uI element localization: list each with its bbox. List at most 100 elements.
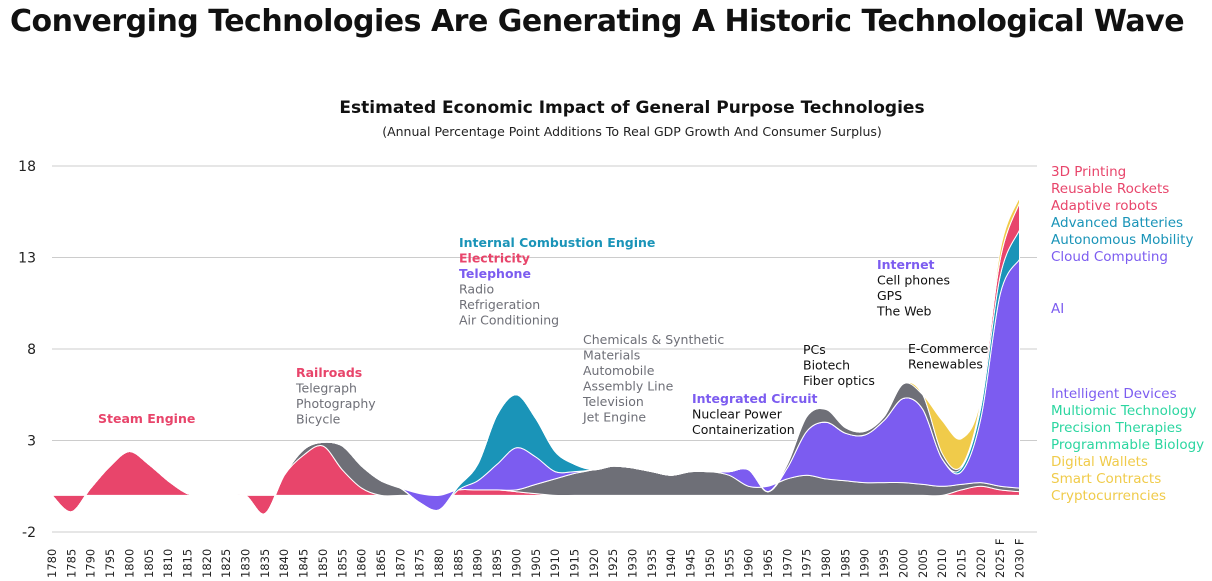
y-tick-label: 18	[18, 159, 36, 175]
annotation-label: Radio	[459, 282, 494, 297]
x-tick-label: 1855	[335, 549, 349, 578]
annotation-label: Chemicals & Synthetic	[583, 332, 724, 347]
x-tick-label: 1895	[490, 549, 504, 578]
x-tick-label: 1865	[374, 549, 388, 578]
x-tick-label: 1850	[316, 549, 330, 578]
x-tick-label: 1975	[800, 549, 814, 578]
y-tick-label: 3	[27, 434, 36, 450]
x-tick-label: 1950	[703, 549, 717, 578]
x-tick-label: 1790	[84, 549, 98, 578]
annotation-label: Containerization	[692, 422, 795, 437]
x-tick-label: 1980	[819, 549, 833, 578]
annotation-label: Telegraph	[295, 381, 357, 396]
x-tick-label: 1870	[393, 549, 407, 578]
legend-item: Cloud Computing	[1051, 249, 1168, 265]
annotation-label: Jet Engine	[582, 410, 646, 425]
x-tick-label: 1810	[161, 549, 175, 578]
chart-title: Estimated Economic Impact of General Pur…	[339, 98, 924, 118]
annotation-label: Integrated Circuit	[692, 391, 818, 406]
x-tick-label: 1995	[877, 549, 891, 578]
x-tick-label: 1860	[355, 549, 369, 578]
x-tick-label: 2010	[935, 549, 949, 578]
x-tick-label: 1830	[239, 549, 253, 578]
y-axis: 18 13 8 3 -2	[18, 159, 36, 541]
legend-item: Multiomic Technology	[1051, 403, 1197, 419]
annotation-label: Assembly Line	[583, 379, 674, 394]
era-annotations: Steam Engine RailroadsTelegraphPhotograph…	[98, 235, 989, 437]
annotation-label: Cell phones	[877, 273, 950, 288]
x-tick-label: 2015	[954, 549, 968, 578]
annotation-label: Internal Combustion Engine	[459, 235, 655, 250]
annotation-label: Television	[582, 394, 644, 409]
x-tick-label: 1940	[664, 549, 678, 578]
x-tick-label: 1930	[626, 549, 640, 578]
legend-item: 3D Printing	[1051, 164, 1126, 180]
x-tick-label: 1840	[277, 549, 291, 578]
annotation-label: Railroads	[296, 365, 362, 380]
legend-item: Smart Contracts	[1051, 471, 1161, 487]
x-tick-label: 1805	[142, 549, 156, 578]
annotation-label: Biotech	[803, 358, 850, 373]
x-tick-label: 1945	[684, 549, 698, 578]
legend-item: AI	[1051, 301, 1064, 317]
x-tick-label: 1905	[529, 549, 543, 578]
annotation-label: Automobile	[583, 363, 655, 378]
x-tick-label: 1835	[258, 549, 272, 578]
annotation-label: Electricity	[459, 251, 530, 266]
x-tick-label: 2030 F	[1013, 538, 1027, 578]
page-title: Converging Technologies Are Generating A…	[10, 4, 1185, 39]
annotation-label: E-Commerce	[908, 341, 989, 356]
x-tick-label: 1825	[219, 549, 233, 578]
legend-item: Adaptive robots	[1051, 198, 1158, 214]
y-tick-label: 13	[18, 251, 36, 267]
legend-item: Digital Wallets	[1051, 454, 1148, 470]
x-tick-label: 1875	[413, 549, 427, 578]
x-tick-label: 1935	[645, 549, 659, 578]
x-tick-label: 1785	[64, 549, 78, 578]
annotation-group: Chemicals & SyntheticMaterialsAutomobile…	[582, 332, 724, 425]
annotation-label: Renewables	[908, 357, 983, 372]
x-tick-label: 1960	[742, 549, 756, 578]
annotation-group: Internal Combustion EngineElectricityTel…	[459, 235, 655, 328]
x-axis: 1780 1785 1790 1795 1800 1805 1810 1815 1820 1825…	[45, 538, 1027, 578]
y-tick-label: -2	[22, 525, 36, 541]
annotation-label: Internet	[877, 257, 935, 272]
x-tick-label: 2025 F	[993, 538, 1007, 578]
x-tick-label: 1920	[587, 549, 601, 578]
annotation-label: GPS	[877, 288, 902, 303]
x-tick-label: 1985	[838, 549, 852, 578]
x-tick-label: 2020	[974, 549, 988, 578]
annotation-label: PCs	[803, 342, 826, 357]
x-tick-label: 1915	[567, 549, 581, 578]
x-tick-label: 1965	[761, 549, 775, 578]
x-tick-label: 1910	[548, 549, 562, 578]
legend-item: Reusable Rockets	[1051, 181, 1169, 197]
legend-item: Intelligent Devices	[1051, 386, 1177, 402]
annotation-label: Bicycle	[296, 412, 341, 427]
x-tick-label: 1820	[200, 549, 214, 578]
annotation-label: Telephone	[459, 266, 531, 281]
x-tick-label: 1900	[509, 549, 523, 578]
legend-item: Precision Therapies	[1051, 420, 1182, 436]
annotation-group: Steam Engine	[98, 411, 195, 426]
x-tick-label: 1970	[780, 549, 794, 578]
x-tick-label: 2005	[916, 549, 930, 578]
area-layer-yellow	[51, 196, 1020, 515]
annotation-label: Photography	[296, 396, 376, 411]
x-tick-label: 2000	[896, 549, 910, 578]
x-tick-label: 1845	[297, 549, 311, 578]
annotation-label: Fiber optics	[803, 373, 875, 388]
annotation-label: Materials	[583, 348, 640, 363]
x-tick-label: 1800	[122, 549, 136, 578]
legend-item: Cryptocurrencies	[1051, 488, 1166, 504]
area-layers	[51, 196, 1020, 515]
legend-item: Advanced Batteries	[1051, 215, 1183, 231]
x-tick-label: 1885	[451, 549, 465, 578]
annotation-label: Refrigeration	[459, 297, 540, 312]
